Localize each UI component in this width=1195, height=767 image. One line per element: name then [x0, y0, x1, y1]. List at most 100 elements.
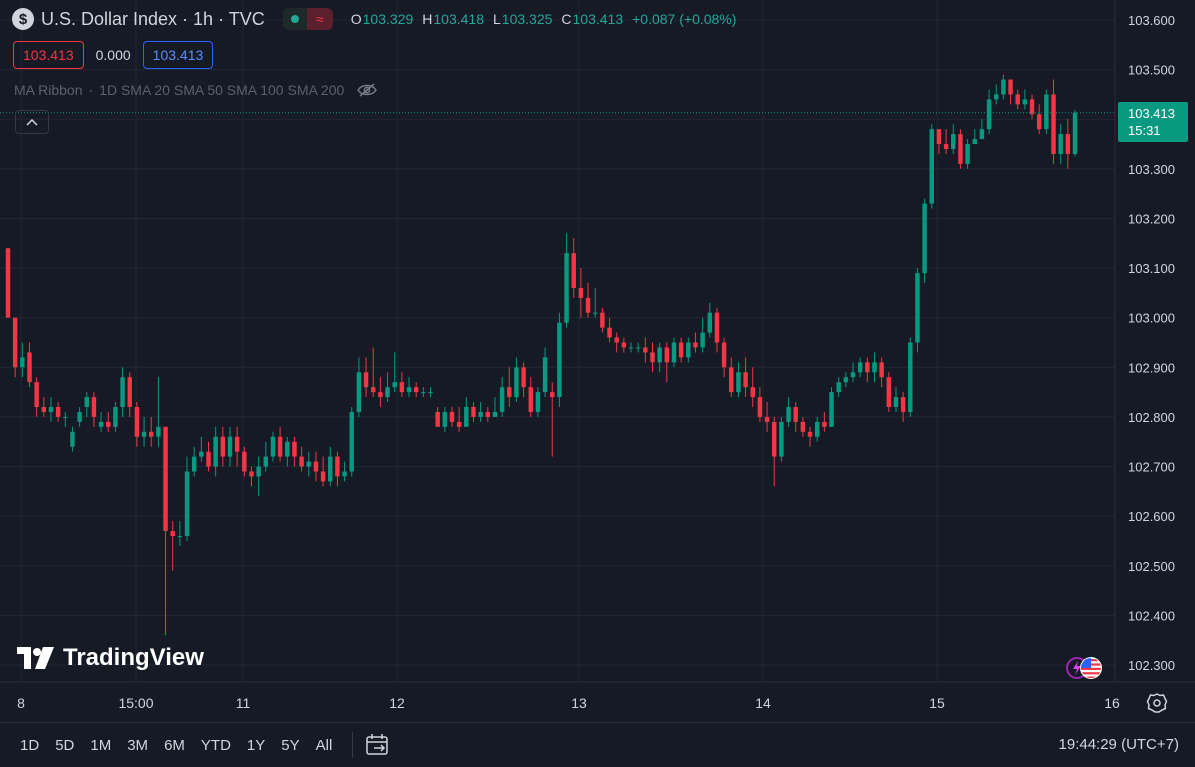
candle-body [857, 362, 863, 373]
timezone-clock[interactable]: 19:44:29 (UTC+7) [1058, 736, 1179, 753]
date-range-buttons: 1D 5D 1M 3M 6M YTD 1Y 5Y All [12, 737, 340, 754]
candle-body [385, 387, 390, 398]
candle [478, 402, 483, 422]
candle-body [113, 407, 118, 427]
price-tick-label: 102.900 [1128, 360, 1175, 375]
symbol-title[interactable]: U.S. Dollar Index · 1h · TVC [41, 8, 265, 29]
candle-body [707, 312, 713, 333]
spread-value: 0.000 [95, 47, 131, 63]
candle-body [800, 421, 806, 432]
candle [786, 397, 791, 427]
price-tick-label: 103.100 [1128, 261, 1175, 276]
candle [686, 337, 691, 363]
eye-hidden-icon[interactable] [356, 82, 378, 98]
candle-body [635, 347, 641, 349]
candle [399, 372, 405, 398]
candle-body [507, 387, 512, 398]
candle [1065, 119, 1071, 169]
candle-body [1008, 79, 1013, 95]
sell-button[interactable]: 103.413 [13, 41, 84, 69]
candle [1015, 89, 1020, 110]
toolbar-divider [352, 732, 354, 758]
candle [471, 402, 476, 422]
price-tick-label: 103.000 [1128, 311, 1175, 326]
us-events-icon[interactable] [1065, 656, 1105, 680]
candle [714, 307, 720, 353]
candle [635, 342, 641, 353]
candle-body [285, 441, 290, 457]
candle [370, 347, 376, 398]
candle [113, 402, 118, 432]
candle-body [227, 436, 233, 457]
candle [822, 411, 827, 432]
market-status[interactable]: ≈ [282, 8, 333, 30]
go-to-date-calendar-icon[interactable] [365, 733, 391, 757]
candle-body [836, 382, 841, 393]
candle-body [313, 461, 319, 472]
candle [929, 124, 934, 209]
candle-body [736, 372, 741, 393]
candle-body [900, 397, 906, 412]
settings-gear-icon[interactable] [1146, 692, 1168, 714]
candle-body [449, 411, 455, 422]
candle [464, 397, 469, 427]
candle-body [936, 129, 942, 145]
candle [149, 416, 154, 447]
candle-body [413, 387, 419, 393]
time-tick-label: 15 [929, 695, 945, 711]
candle-body [70, 431, 75, 447]
low-label: L [492, 11, 501, 27]
candle [585, 282, 591, 318]
candle [936, 129, 942, 154]
candle [893, 387, 899, 412]
range-button-6m[interactable]: 6M [164, 736, 185, 754]
candle [1051, 79, 1056, 164]
candle [700, 317, 705, 353]
candle [220, 426, 226, 467]
candle [872, 352, 877, 383]
open-label: O [350, 11, 362, 27]
candle-body [1051, 94, 1056, 154]
candle [829, 387, 834, 427]
price-chart[interactable]: 103.600103.500103.400103.300103.200103.1… [0, 0, 1195, 722]
range-button-3m[interactable]: 3M [127, 736, 149, 754]
candle [428, 387, 433, 398]
buy-button[interactable]: 103.413 [142, 41, 214, 69]
candle [485, 407, 491, 422]
price-axis[interactable]: 103.600103.500103.400103.300103.200103.1… [1128, 13, 1175, 673]
range-button-5y[interactable]: 5Y [281, 736, 300, 754]
tradingview-logo[interactable]: TradingView [17, 644, 204, 672]
candle [313, 451, 319, 482]
price-tick-label: 102.500 [1128, 559, 1175, 574]
candle [908, 337, 913, 417]
candle [299, 446, 304, 472]
candle [671, 337, 677, 368]
range-button-1y[interactable]: 1Y [246, 736, 266, 754]
candle-body [442, 411, 448, 427]
time-axis[interactable]: 8 15:00 11 12 13 14 15 16 [17, 695, 1120, 711]
candle [743, 357, 748, 398]
candle [84, 392, 89, 417]
data-problem-icon[interactable]: ≈ [306, 8, 333, 30]
bottom-toolbar: 1D 5D 1M 3M 6M YTD 1Y 5Y All 19:44:29 (UTC+7) [0, 722, 1195, 767]
tv-logo-text: TradingView [63, 644, 204, 671]
candle-body [714, 312, 720, 343]
range-button-ytd[interactable]: YTD [200, 736, 231, 754]
range-button-all[interactable]: All [315, 736, 333, 754]
candle [234, 426, 240, 467]
range-button-5d[interactable]: 5D [55, 736, 75, 754]
collapse-legend-button[interactable] [15, 110, 49, 134]
candle-body [1015, 94, 1020, 105]
candle [915, 268, 920, 353]
candle [994, 84, 999, 105]
range-button-1m[interactable]: 1M [90, 736, 112, 754]
candle [213, 426, 218, 477]
candle-body [1022, 99, 1028, 105]
candle [499, 377, 505, 417]
indicator-legend[interactable]: MA Ribbon · 1D SMA 20 SMA 50 SMA 100 SMA… [14, 82, 378, 98]
candle-body [750, 387, 755, 398]
candle-body [363, 372, 369, 388]
trade-panel: 103.413 0.000 103.413 [13, 41, 214, 69]
range-button-1d[interactable]: 1D [20, 736, 40, 754]
price-tick-label: 103.300 [1128, 162, 1175, 177]
